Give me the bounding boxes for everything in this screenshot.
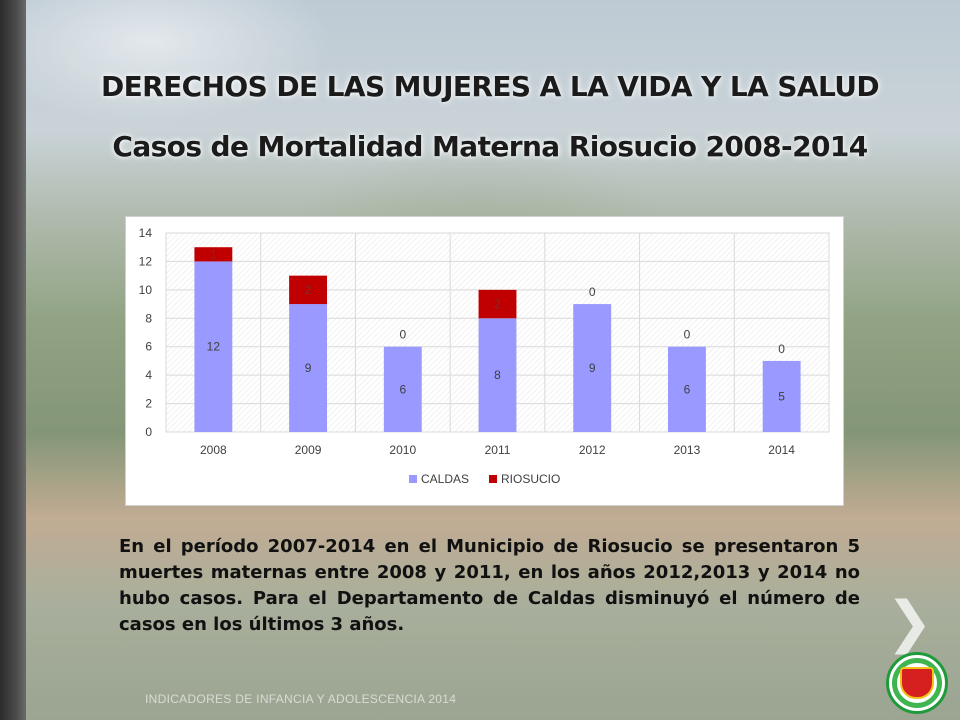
legend-label-riosucio: RIOSUCIO xyxy=(501,472,560,486)
bar-riosucio xyxy=(194,247,233,262)
bar-caldas xyxy=(289,304,328,432)
x-tick-label: 2012 xyxy=(579,443,606,457)
data-label-caldas: 12 xyxy=(207,340,221,354)
slide-subtitle: Casos de Mortalidad Materna Riosucio 200… xyxy=(112,130,868,163)
legend-swatch-caldas xyxy=(409,475,417,483)
data-label-riosucio: 0 xyxy=(778,342,785,356)
description-text: En el período 2007-2014 en el Municipio … xyxy=(119,536,860,635)
data-label-riosucio: 0 xyxy=(589,285,596,299)
stacked-bar-chart: 0 2 4 6 8 10 12 14 12 1 2008 9 2 2009 6 0 2010 8 2 2011 9 0 20… xyxy=(139,226,830,486)
data-label-caldas: 8 xyxy=(494,368,501,382)
left-edge-bar xyxy=(0,0,26,720)
x-tick-label: 2014 xyxy=(768,443,795,457)
bar-caldas xyxy=(667,346,706,432)
bar-riosucio xyxy=(289,275,328,305)
y-tick-label: 6 xyxy=(145,340,152,354)
bar-caldas xyxy=(383,346,422,432)
bar-caldas xyxy=(194,261,233,432)
bar-riosucio xyxy=(478,289,517,319)
bar-caldas xyxy=(573,304,612,432)
x-tick-label: 2009 xyxy=(295,443,322,457)
data-label-caldas: 9 xyxy=(589,361,596,375)
data-label-caldas: 6 xyxy=(684,382,691,396)
x-tick-label: 2013 xyxy=(674,443,701,457)
bar-caldas xyxy=(762,360,801,432)
y-tick-label: 10 xyxy=(139,283,153,297)
y-tick-label: 0 xyxy=(145,425,152,439)
data-label-riosucio: 0 xyxy=(684,328,691,342)
data-label-caldas: 6 xyxy=(399,382,406,396)
seal-shield xyxy=(900,667,934,699)
data-label-caldas: 9 xyxy=(305,361,312,375)
slide-title: DERECHOS DE LAS MUJERES A LA VIDA Y LA S… xyxy=(100,70,880,103)
legend-label-caldas: CALDAS xyxy=(421,472,469,486)
y-tick-label: 14 xyxy=(139,226,153,240)
y-tick-label: 2 xyxy=(145,397,152,411)
data-label-riosucio: 2 xyxy=(494,297,501,311)
footer-text: INDICADORES DE INFANCIA Y ADOLESCENCIA 2… xyxy=(145,692,457,706)
bar-caldas xyxy=(478,318,517,432)
data-label-riosucio: 2 xyxy=(305,283,312,297)
data-label-riosucio: 0 xyxy=(399,328,406,342)
y-tick-label: 8 xyxy=(145,311,152,325)
x-tick-label: 2008 xyxy=(200,443,227,457)
x-tick-label: 2010 xyxy=(389,443,416,457)
data-label-riosucio: 1 xyxy=(210,247,217,261)
municipal-seal-icon xyxy=(886,652,948,714)
next-slide-icon[interactable]: ❯ xyxy=(886,590,933,655)
y-tick-label: 4 xyxy=(145,368,152,382)
legend-swatch-riosucio xyxy=(489,475,497,483)
data-label-caldas: 5 xyxy=(778,389,785,403)
y-tick-label: 12 xyxy=(139,254,153,268)
x-tick-label: 2011 xyxy=(485,443,511,457)
chart-panel: 0 2 4 6 8 10 12 14 12 1 2008 9 2 2009 6 0 2010 8 2 2011 9 0 20… xyxy=(125,216,844,506)
seal-ring xyxy=(892,658,942,708)
